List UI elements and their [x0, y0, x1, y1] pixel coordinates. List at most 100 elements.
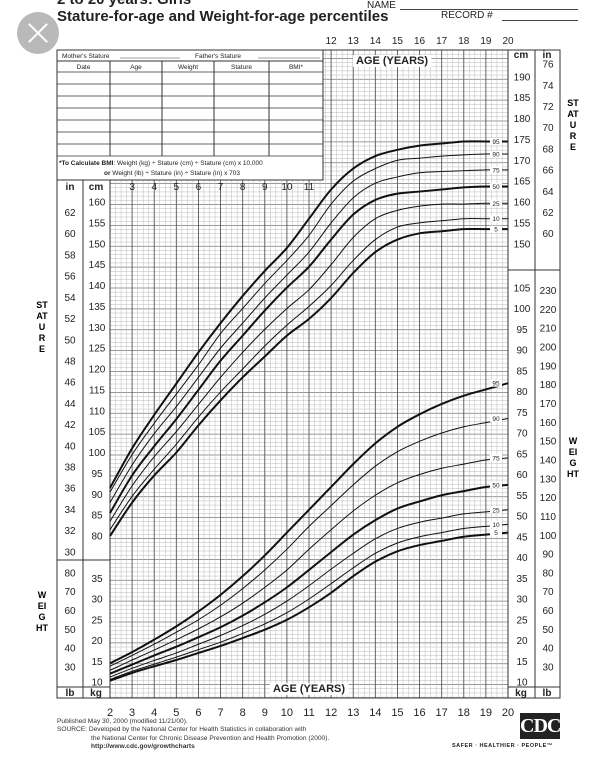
- weight-kg-tick-left: 20: [91, 636, 103, 647]
- stature-in-tick-left: 44: [64, 399, 76, 410]
- weight-percentile-90-label: 90: [492, 416, 500, 423]
- stature-percentile-label-bg: [490, 150, 502, 158]
- weight-percentile-label-bg: [490, 506, 502, 514]
- stature-in-tick-left: 48: [64, 356, 76, 367]
- weight-kg-tick-left: 30: [91, 595, 103, 606]
- age-tick-top-left: 3: [129, 182, 135, 193]
- stature-percentile-50-label: 50: [492, 184, 500, 191]
- stature-cm-tick-left: 130: [89, 323, 106, 334]
- weight-lb-tick-right: 90: [542, 550, 554, 561]
- stature-in-tick-left: 38: [64, 463, 76, 474]
- weight-lb-tick-right: 140: [540, 455, 557, 466]
- stature-in-tick-right: 64: [542, 187, 554, 198]
- stature-in-tick-left: 62: [64, 208, 76, 219]
- unit-kg-left: kg: [90, 688, 102, 699]
- age-tick-bottom: 18: [458, 707, 470, 719]
- stature-in-tick-left: 34: [64, 505, 76, 516]
- source-url[interactable]: http://www.cdc.gov/growthcharts: [91, 743, 195, 751]
- stature-percentile-5-label: 5: [494, 227, 498, 234]
- stature-percentile-75-line: [109, 169, 509, 503]
- stature-cm-tick-right: 180: [514, 114, 531, 125]
- stature-in-tick-left: 60: [64, 229, 76, 240]
- stature-percentile-50-line: [109, 185, 509, 514]
- age-tick-top: 12: [326, 36, 338, 47]
- stature-cm-tick-right: 185: [514, 93, 531, 104]
- stature-in-tick-left: 54: [64, 293, 76, 304]
- weight-kg-tick-right: 75: [516, 408, 528, 419]
- weight-percentile-75-line: [109, 457, 509, 671]
- weight-kg-tick-left: 25: [91, 615, 103, 626]
- source-line-1: SOURCE: Developed by the National Center…: [57, 726, 307, 734]
- name-label: NAME: [367, 0, 396, 11]
- axis-title-bg: [269, 683, 349, 695]
- age-tick-bottom: 2: [107, 707, 113, 719]
- age-tick-top-left: 10: [281, 182, 293, 193]
- stature-cm-tick-left: 115: [89, 385, 105, 396]
- chart-title: Stature-for-age and Weight-for-age perce…: [57, 8, 389, 25]
- source-line-2: the National Center for Chronic Disease …: [91, 734, 330, 742]
- age-tick-top-left: 9: [262, 182, 268, 193]
- weight-kg-tick-right: 105: [514, 283, 531, 294]
- record-field-line: [502, 20, 578, 21]
- bmi-note: *To Calculate BMI: Weight (kg) ÷ Stature…: [59, 160, 263, 167]
- stature-in-tick-left: 46: [64, 378, 76, 389]
- age-tick-top-left: 11: [304, 182, 315, 193]
- age-tick-top: 16: [414, 36, 426, 47]
- weight-percentile-90-line: [109, 417, 509, 667]
- stature-in-tick-left: 30: [64, 547, 76, 558]
- weight-lb-tick-right: 180: [540, 380, 557, 391]
- footer-source: Published May 30, 2000 (modified 11/21/0…: [57, 718, 329, 752]
- age-tick-bottom: 6: [195, 707, 201, 719]
- age-tick-bottom: 15: [391, 707, 403, 719]
- weight-percentile-95-label: 95: [492, 381, 500, 388]
- info-column-header: Weight: [178, 64, 198, 71]
- axis-title-bg: [352, 55, 432, 67]
- stature-cm-tick-right: 150: [514, 239, 531, 250]
- weight-kg-tick-right: 35: [516, 574, 528, 585]
- weight-label-left: WEIGHT: [36, 590, 48, 633]
- stature-cm-tick-right: 175: [514, 135, 531, 146]
- stature-cm-tick-left: 105: [89, 427, 106, 438]
- age-tick-top-left: 5: [174, 182, 180, 193]
- weight-lb-tick-right: 60: [542, 606, 554, 617]
- weight-kg-tick-left: 35: [91, 574, 103, 585]
- weight-lb-tick-right: 200: [540, 343, 557, 354]
- stature-cm-tick-left: 145: [89, 260, 106, 271]
- age-tick-top: 13: [348, 36, 360, 47]
- age-tick-bottom: 13: [347, 707, 359, 719]
- weight-lb-tick-left: 70: [64, 587, 76, 598]
- bmi-note-2: or Weight (lb) ÷ Stature (in) ÷ Stature …: [104, 170, 240, 177]
- stature-cm-tick-left: 150: [89, 239, 106, 250]
- weight-lb-tick-right: 210: [540, 324, 557, 335]
- unit-in-right: in: [543, 50, 552, 61]
- age-tick-top: 18: [458, 36, 470, 47]
- stature-in-tick-right: 62: [542, 208, 554, 219]
- close-icon[interactable]: [17, 12, 59, 54]
- weight-kg-tick-right: 30: [516, 595, 528, 606]
- stature-percentile-label-bg: [490, 199, 502, 207]
- weight-kg-tick-right: 20: [516, 636, 528, 647]
- stature-in-tick-right: 72: [542, 102, 554, 113]
- stature-cm-tick-left: 90: [91, 490, 103, 501]
- stature-cm-tick-left: 120: [89, 365, 106, 376]
- stature-cm-tick-right: 160: [514, 198, 531, 209]
- info-column-header: Stature: [231, 64, 252, 71]
- weight-lb-tick-right: 50: [542, 625, 554, 636]
- info-column-header: Age: [130, 64, 142, 71]
- weight-percentile-label-bg: [490, 481, 502, 489]
- weight-kg-tick-right: 90: [516, 346, 528, 357]
- stature-percentile-10-label: 10: [492, 216, 500, 223]
- weight-kg-tick-right: 95: [516, 325, 528, 336]
- weight-lb-tick-right: 190: [540, 361, 557, 372]
- age-tick-bottom: 17: [436, 707, 448, 719]
- weight-kg-tick-right: 100: [514, 304, 531, 315]
- weight-percentile-10-line: [109, 523, 509, 680]
- age-tick-bottom: 10: [281, 707, 293, 719]
- published-note: Published May 30, 2000 (modified 11/21/0…: [57, 718, 188, 725]
- weight-kg-tick-right: 70: [516, 429, 528, 440]
- stature-cm-tick-right: 155: [514, 218, 531, 229]
- unit-in-left: in: [66, 182, 75, 193]
- age-tick-bottom: 8: [240, 707, 246, 719]
- weight-percentile-50-label: 50: [492, 482, 500, 489]
